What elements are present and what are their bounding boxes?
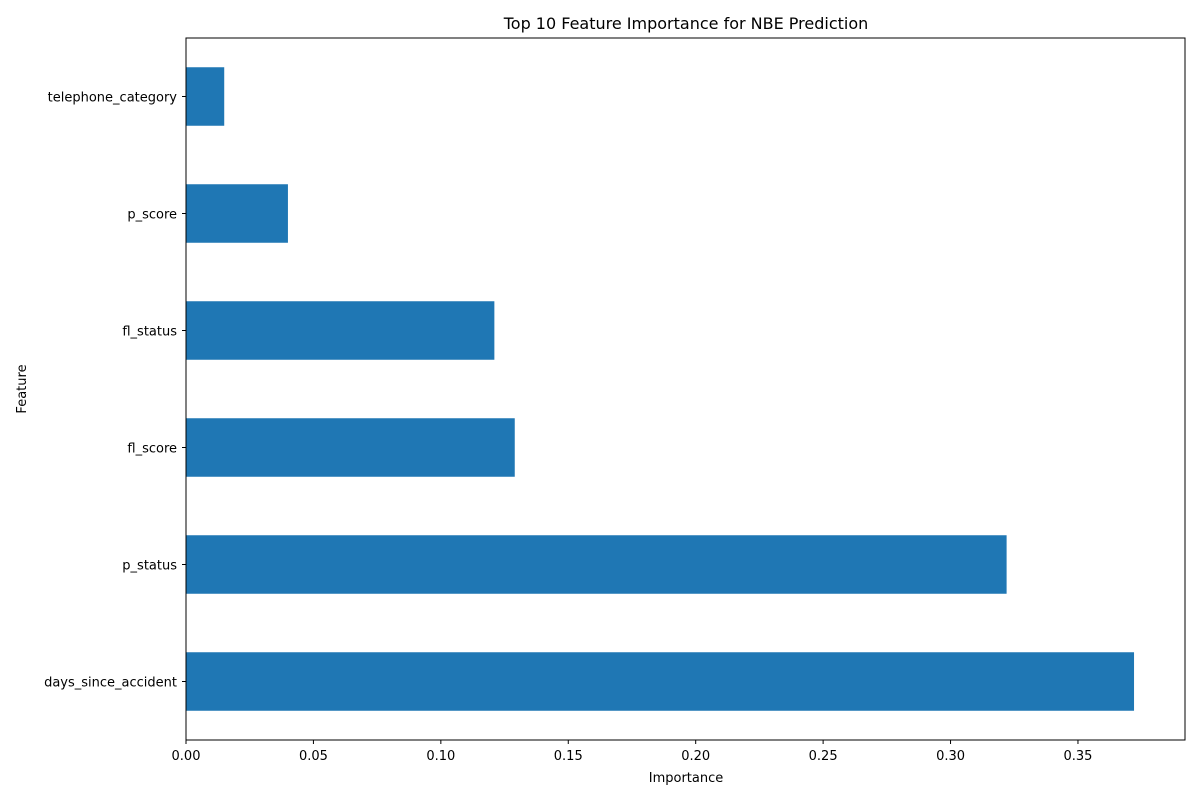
chart-title: Top 10 Feature Importance for NBE Predic… bbox=[503, 14, 869, 33]
bar-fl-score bbox=[186, 418, 515, 477]
y-tick-label: fl_score bbox=[127, 442, 177, 457]
y-tick-label: p_score bbox=[127, 208, 177, 223]
y-axis-label: Feature bbox=[15, 364, 30, 413]
bar-telephone-category bbox=[186, 67, 225, 126]
x-tick-label: 0.30 bbox=[936, 749, 965, 764]
bar-days-since-accident bbox=[186, 652, 1135, 711]
y-axis-ticks: days_since_accident p_status fl_score fl_st… bbox=[44, 91, 186, 691]
x-tick-label: 0.25 bbox=[809, 749, 838, 764]
x-tick-label: 0.05 bbox=[299, 749, 328, 764]
y-tick-label: fl_status bbox=[122, 325, 177, 340]
y-tick-label: days_since_accident bbox=[44, 676, 177, 691]
bar-fl-status bbox=[186, 301, 495, 360]
x-tick-label: 0.15 bbox=[554, 749, 583, 764]
bar-p-score bbox=[186, 184, 288, 243]
x-tick-label: 0.20 bbox=[681, 749, 710, 764]
x-tick-label: 0.35 bbox=[1063, 749, 1092, 764]
x-axis-ticks: 0.00 0.05 0.10 0.15 0.20 0.25 0.30 0.35 bbox=[172, 740, 1092, 764]
bar-p-status bbox=[186, 535, 1007, 594]
y-tick-label: telephone_category bbox=[48, 91, 178, 106]
x-tick-label: 0.00 bbox=[172, 749, 201, 764]
x-tick-label: 0.10 bbox=[426, 749, 455, 764]
x-axis-label: Importance bbox=[649, 771, 724, 786]
y-tick-label: p_status bbox=[122, 559, 177, 574]
bars-group bbox=[186, 67, 1135, 711]
plot-frame bbox=[185, 37, 1186, 741]
